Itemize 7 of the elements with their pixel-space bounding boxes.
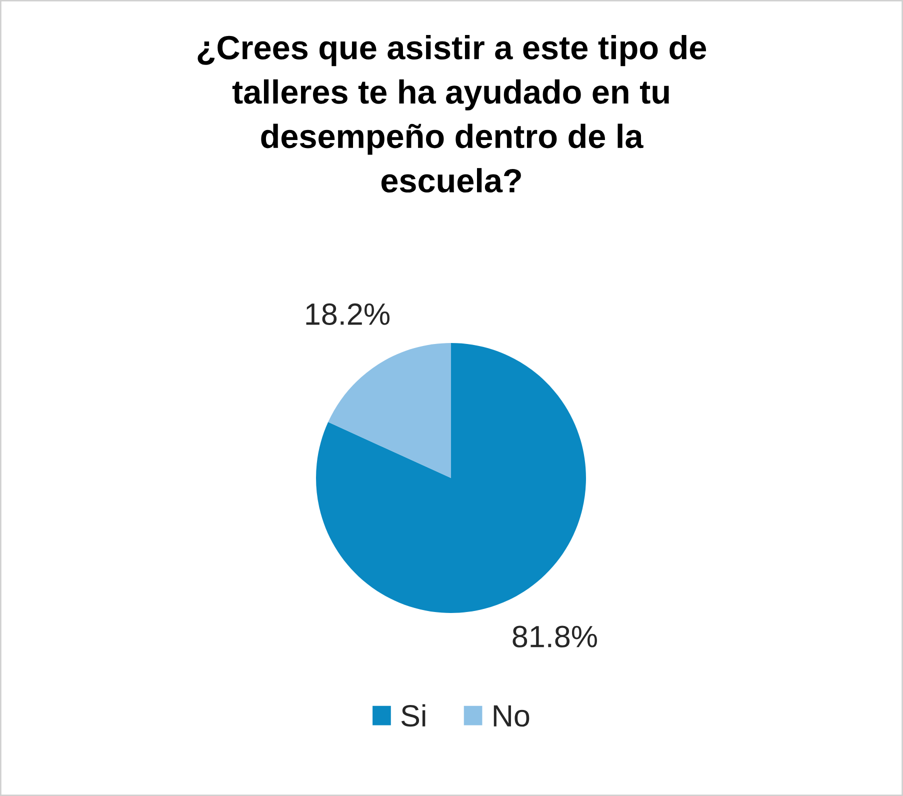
data-label: 81.8% <box>512 626 597 648</box>
pie-slice <box>328 343 451 478</box>
legend-label: No <box>494 705 530 727</box>
chart-title: ¿Crees que asistir a este tipo de talleres te ha ayudado en tu desempeño dentro de la escuela? <box>198 35 706 193</box>
pie-slice <box>316 343 586 613</box>
data-label: 18.2% <box>306 303 390 325</box>
legend-label: Si <box>401 704 426 727</box>
